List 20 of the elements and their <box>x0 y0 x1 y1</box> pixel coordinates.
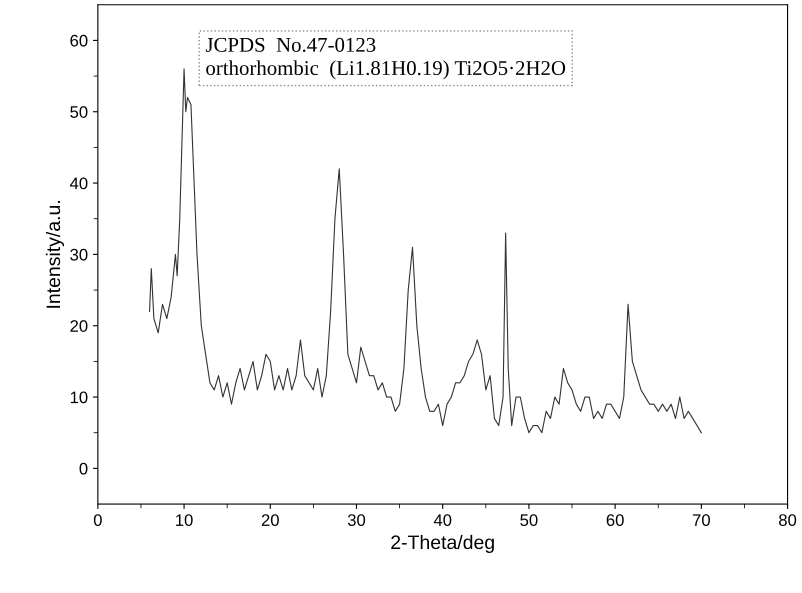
x-tick-label: 0 <box>94 514 102 526</box>
y-tick-label: 30 <box>70 248 88 261</box>
x-tick-label: 50 <box>520 514 538 526</box>
y-tick-label: 40 <box>70 177 88 190</box>
x-tick-label: 60 <box>606 514 624 526</box>
annotation: orthorhombic (Li1.81H0.19) Ti2O5·2H2O <box>206 60 566 80</box>
y-tick-label: 0 <box>80 462 88 475</box>
y-tick-label: 50 <box>70 106 88 118</box>
y-tick-label: 20 <box>70 320 88 332</box>
x-tick-label: 20 <box>262 514 279 526</box>
x-axis-title: 2-Theta/deg <box>391 534 494 553</box>
y-tick-label: 60 <box>70 34 88 47</box>
x-tick-label: 40 <box>434 514 452 526</box>
x-tick-label: 80 <box>779 514 796 526</box>
annotation: JCPDS No.47-0123 <box>206 38 376 52</box>
y-tick-label: 10 <box>70 391 88 404</box>
x-tick-label: 70 <box>692 514 710 526</box>
x-tick-label: 10 <box>176 514 193 526</box>
x-tick-label: 30 <box>348 514 366 526</box>
y-axis-title: Intensity/a.u. <box>46 201 64 308</box>
